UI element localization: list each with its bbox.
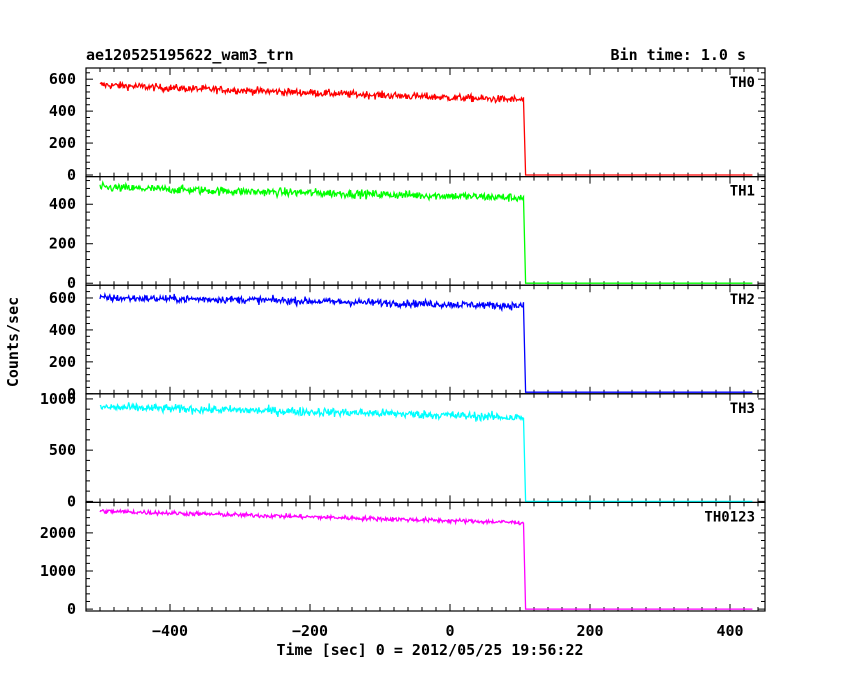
x-axis-label: Time [sec] 0 = 2012/05/25 19:56:22	[276, 641, 583, 659]
y-tick-label-th0123: 1000	[40, 562, 76, 580]
x-tick-label: 0	[445, 622, 454, 640]
x-tick-label: 400	[716, 622, 743, 640]
y-tick-label-th0: 400	[49, 102, 76, 120]
series-line-th0	[99, 80, 753, 176]
y-tick-label-th1: 0	[67, 274, 76, 292]
series-label-th0123: TH0123	[704, 509, 755, 525]
y-tick-label-th3: 0	[67, 492, 76, 510]
y-tick-label-th2: 600	[49, 289, 76, 307]
panels-group: 0 200 400 600 TH0 0 200 400 TH1 0 200 400 600 TH2 0 500…	[40, 67, 766, 640]
series-label-th2: TH2	[730, 292, 755, 308]
bin-time-label: Bin time: 1.0 s	[611, 46, 746, 64]
y-tick-label-th1: 200	[49, 235, 76, 253]
y-tick-label-th0123: 2000	[40, 524, 76, 542]
series-label-th3: TH3	[730, 401, 755, 417]
y-tick-label-th2: 400	[49, 321, 76, 339]
y-tick-label-th0: 0	[67, 166, 76, 184]
chart-title: ae120525195622_wam3_trn	[86, 46, 294, 64]
panel-frame-th0	[85, 67, 766, 178]
x-tick-label: −200	[292, 622, 328, 640]
series-label-th1: TH1	[730, 184, 755, 200]
series-line-th1	[99, 180, 753, 284]
series-line-th2	[99, 291, 753, 393]
series-label-th0: TH0	[730, 75, 755, 91]
y-axis-label: Counts/sec	[4, 297, 22, 387]
y-tick-label-th3: 1000	[40, 390, 76, 408]
x-tick-label: 200	[576, 622, 603, 640]
y-tick-label-th1: 400	[49, 195, 76, 213]
panel-frame-th1	[85, 176, 766, 286]
y-tick-label-th0123: 0	[67, 600, 76, 618]
y-tick-label-th3: 500	[49, 441, 76, 459]
x-tick-label: −400	[152, 622, 188, 640]
panel-frame-th0123	[85, 501, 766, 612]
y-tick-label-th0: 200	[49, 134, 76, 152]
series-line-th0123	[99, 508, 753, 610]
y-tick-label-th2: 0	[67, 385, 76, 403]
y-tick-label-th2: 200	[49, 353, 76, 371]
series-line-th3	[99, 401, 753, 503]
y-tick-label-th0: 600	[49, 70, 76, 88]
